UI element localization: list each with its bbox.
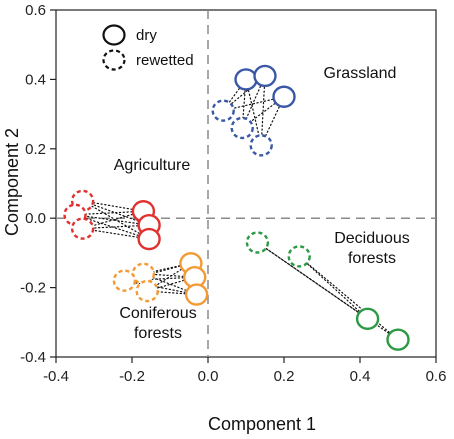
group-label: forests xyxy=(134,325,182,342)
y-tick-label: 0.2 xyxy=(25,141,46,158)
y-tick-label: 0.4 xyxy=(25,71,46,88)
group-label: Grassland xyxy=(324,65,397,82)
connection-line xyxy=(245,78,262,146)
dry-point xyxy=(234,68,258,91)
group-labels: Grassland Agriculture Coniferous forests Dec… xyxy=(114,65,410,342)
rewetted-point xyxy=(70,217,95,240)
group-label: Coniferous xyxy=(119,305,196,322)
connection-line xyxy=(81,200,150,240)
dry-point xyxy=(355,307,380,331)
group-label: Agriculture xyxy=(114,157,191,174)
legend: dry rewetted xyxy=(102,24,194,71)
x-axis-title: Component 1 xyxy=(208,414,316,434)
dry-point xyxy=(184,283,209,306)
rewetted-point xyxy=(230,116,254,140)
x-tick-label: -0.2 xyxy=(119,368,145,385)
x-tick-label: 0.6 xyxy=(426,368,447,385)
dry-point xyxy=(137,227,161,251)
rewetted-point xyxy=(135,279,159,303)
connection-line xyxy=(298,255,399,341)
connection-line xyxy=(123,280,198,296)
connection-line xyxy=(81,210,144,230)
legend-marker-dashed xyxy=(102,49,126,71)
dry-point xyxy=(272,85,296,108)
y-tick-label: -0.2 xyxy=(20,280,46,297)
x-tick-label: 0.4 xyxy=(350,368,371,385)
connection-line xyxy=(74,214,150,226)
reference-lines xyxy=(56,10,436,357)
legend-marker-solid xyxy=(102,24,126,46)
connection-line xyxy=(222,96,285,112)
legend-label: dry xyxy=(136,27,157,44)
axis-ticks: -0.4 -0.2 0.0 0.2 0.4 0.6 -0.4 -0.2 0.0 0.2 0.4 0.6 xyxy=(20,2,446,385)
dry-point xyxy=(386,328,410,351)
y-tick-label: 0.6 xyxy=(25,2,46,19)
y-axis-title: Component 2 xyxy=(2,128,22,236)
connection-line xyxy=(260,75,266,146)
y-tick-label: -0.4 xyxy=(20,349,46,366)
connection-line xyxy=(222,78,247,112)
x-tick-label: -0.4 xyxy=(43,368,69,385)
group-label: Deciduous xyxy=(334,230,410,247)
rewetted-point xyxy=(211,99,235,122)
rewetted-point xyxy=(245,231,270,254)
plot-border xyxy=(55,9,437,358)
x-tick-label: 0.0 xyxy=(198,368,219,385)
data-points xyxy=(63,64,410,351)
y-tick-label: 0.0 xyxy=(25,210,46,227)
connection-line xyxy=(298,255,369,320)
group-label: forests xyxy=(348,250,396,267)
legend-label: rewetted xyxy=(136,52,194,69)
dry-point xyxy=(253,64,277,88)
rewetted-point xyxy=(249,134,273,157)
rewetted-point xyxy=(287,245,311,268)
x-tick-label: 0.2 xyxy=(274,368,295,385)
rewetted-point xyxy=(112,269,137,292)
connection-line xyxy=(81,200,144,212)
plot-area xyxy=(55,9,437,358)
connection-lines xyxy=(74,75,399,341)
